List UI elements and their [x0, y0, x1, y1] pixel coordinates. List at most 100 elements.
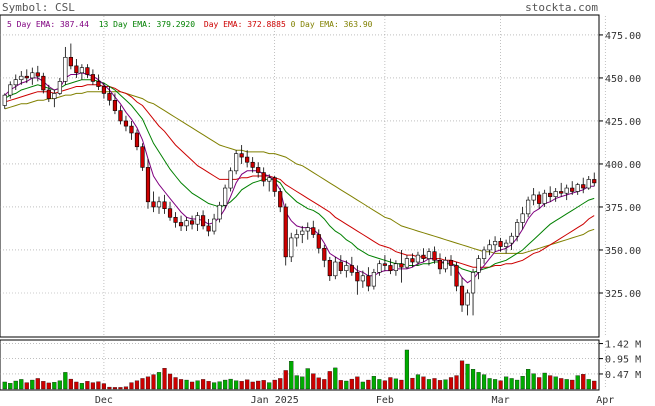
price-panel-border	[0, 14, 600, 338]
volume-bar	[35, 378, 40, 390]
candle-body	[333, 261, 338, 277]
legend-ema-long: 0 Day EMA: 363.90	[291, 20, 373, 29]
candle-body	[410, 258, 415, 263]
volume-bar	[201, 379, 206, 390]
volume-bar	[570, 379, 575, 390]
candle-body	[421, 254, 426, 259]
volume-bar	[294, 375, 299, 390]
volume-bar	[371, 376, 376, 390]
volume-bar	[13, 380, 18, 390]
volume-bar	[228, 378, 233, 390]
volume-bar	[74, 381, 79, 390]
volume-bar	[2, 381, 7, 390]
candle-body	[526, 199, 531, 215]
candle-body	[140, 146, 145, 168]
date-label: Mar	[492, 395, 510, 406]
candle-body	[13, 79, 18, 86]
volume-bar	[509, 378, 514, 390]
volume-bar	[283, 370, 288, 390]
volume-bar	[564, 379, 569, 390]
volume-bar	[548, 375, 553, 390]
candle-body	[498, 241, 503, 247]
volume-bar	[134, 380, 140, 390]
volume-bar	[267, 382, 272, 390]
volume-bar	[101, 383, 106, 390]
volume-tick-label: 0.47 M	[605, 370, 641, 381]
candle-body	[107, 93, 112, 101]
candle-body	[46, 89, 51, 99]
candle-body	[515, 222, 520, 237]
volume-bar	[19, 379, 24, 390]
volume-bar	[30, 379, 35, 390]
volume-bar	[223, 379, 228, 390]
candle-body	[487, 244, 492, 251]
volume-bar	[393, 378, 398, 390]
volume-bar	[338, 380, 343, 390]
volume-bar	[399, 379, 404, 390]
volume-bar	[90, 382, 95, 390]
candle-body	[592, 179, 597, 184]
candle-body	[30, 72, 35, 79]
volume-bar	[311, 373, 316, 390]
volume-bar	[586, 379, 591, 390]
candle-body	[101, 86, 107, 94]
price-tick-label: 350.00	[605, 246, 641, 257]
volume-bars	[2, 349, 597, 390]
volume-bar	[63, 372, 68, 390]
candlesticks	[2, 43, 597, 316]
volume-bar	[531, 373, 536, 390]
candle-body	[564, 187, 569, 194]
volume-bar	[559, 378, 564, 390]
candle-body	[85, 67, 90, 75]
volume-bar	[195, 380, 200, 390]
volume-bar	[156, 372, 162, 390]
volume-bar	[8, 383, 13, 390]
volume-bar	[465, 363, 470, 390]
candle-body	[393, 263, 399, 271]
volume-bar	[261, 380, 266, 390]
candle-body	[360, 275, 365, 282]
price-tick-label: 325.00	[605, 289, 641, 300]
candle-body	[200, 215, 206, 227]
candle-body	[399, 263, 404, 268]
volume-bar	[476, 372, 481, 390]
candle-body	[426, 251, 432, 259]
volume-bar	[79, 383, 84, 390]
candle-body	[289, 237, 294, 258]
candle-body	[228, 170, 233, 189]
volume-bar	[96, 381, 101, 390]
ema13-line	[4, 79, 595, 273]
candle-body	[509, 235, 514, 244]
candle-body	[151, 201, 156, 208]
candle-body	[542, 192, 547, 204]
candle-body	[178, 222, 184, 227]
candle-body	[415, 254, 421, 263]
volume-bar	[333, 367, 338, 390]
volume-bar	[24, 382, 29, 390]
candle-body	[267, 177, 272, 182]
volume-bar	[173, 377, 178, 390]
volume-bar	[426, 379, 432, 390]
candle-body	[294, 234, 299, 239]
legend-ema13: 13 Day EMA: 379.2920	[99, 20, 196, 29]
candle-body	[349, 265, 354, 273]
volume-bar	[151, 374, 156, 390]
candle-body	[96, 81, 101, 87]
candle-body	[548, 192, 553, 197]
volume-bar	[542, 372, 547, 390]
volume-bar	[470, 369, 476, 390]
volume-bar	[239, 381, 244, 390]
candle-body	[371, 272, 376, 287]
candle-body	[311, 227, 316, 235]
legend-ema-mid: Day EMA: 372.8885	[204, 20, 286, 29]
volume-bar	[448, 377, 454, 390]
candle-body	[316, 234, 321, 249]
date-label: Feb	[376, 395, 394, 406]
candle-body	[322, 247, 327, 261]
candle-body	[217, 204, 222, 220]
candle-body	[156, 201, 162, 208]
axis-labels: 475.00 450.00 425.00 400.00 375.00 350.00 325.…	[95, 31, 641, 406]
candle-body	[112, 100, 118, 111]
volume-bar	[112, 387, 118, 390]
candle-body	[212, 218, 217, 232]
